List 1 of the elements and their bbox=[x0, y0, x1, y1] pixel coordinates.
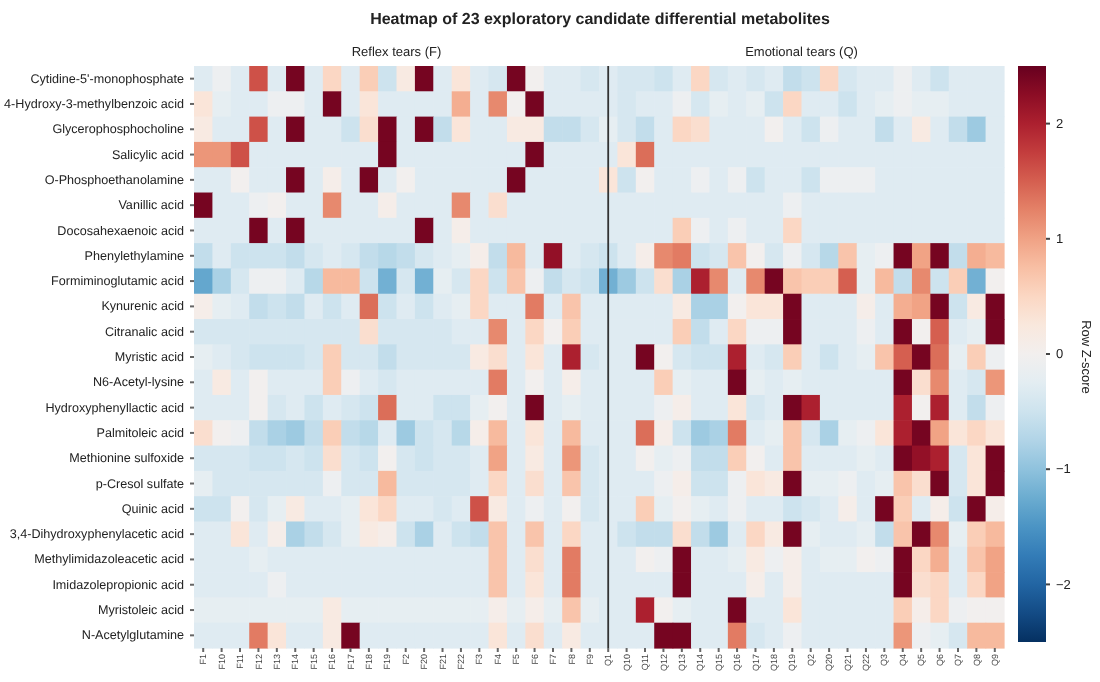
chart-title: Heatmap of 23 exploratory candidate differential metabolites bbox=[370, 10, 831, 28]
